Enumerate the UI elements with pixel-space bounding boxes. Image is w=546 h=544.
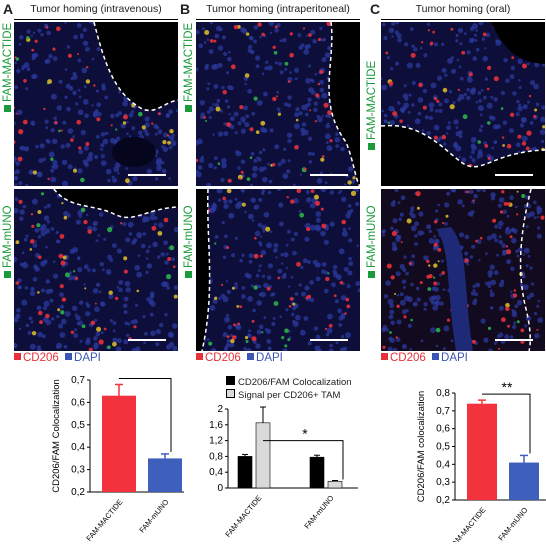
- micrograph-b-muno: [196, 189, 360, 351]
- bar-0: [467, 403, 497, 500]
- fam-square-icon: [368, 143, 375, 150]
- cd206-square-icon: [196, 353, 203, 360]
- micrograph-b-mactide-svg: [196, 22, 360, 186]
- y-tick-label: 0,5: [71, 420, 85, 431]
- panel-letter-a: A: [3, 1, 14, 17]
- significance-label: *: [143, 376, 149, 379]
- black-square-icon: [226, 376, 235, 385]
- scale-bar: [310, 339, 348, 341]
- y-tick-label: 0,4: [71, 442, 85, 453]
- fam-square-icon: [368, 271, 375, 278]
- y-tick-label: 2: [217, 404, 223, 415]
- bar-1-1: [327, 480, 343, 489]
- significance-label: **: [502, 382, 513, 395]
- title-rule-c: [381, 19, 545, 20]
- scale-bar: [310, 174, 348, 176]
- cell-texture: [381, 189, 545, 351]
- scale-bar: [495, 339, 533, 341]
- bar-1-0: [309, 456, 325, 489]
- title-rule-a: [14, 19, 178, 20]
- y-tick-label: 0,7: [436, 406, 450, 417]
- fam-square-icon: [4, 271, 11, 278]
- bar-0-0: [237, 456, 253, 489]
- y-tick-label: 0,7: [71, 376, 85, 386]
- fam-square-icon: [185, 105, 192, 112]
- micrograph-c-muno-svg: [381, 189, 545, 351]
- micrograph-a-mactide: [14, 22, 178, 186]
- bar-0: [102, 395, 136, 492]
- y-tick-label: 0,8: [436, 388, 450, 399]
- y-tick-label: 0: [217, 483, 223, 494]
- stain-legend-c: CD206 DAPI: [381, 352, 468, 364]
- y-tick-label: 1,2: [209, 436, 223, 447]
- y-tick-label: 0,2: [71, 487, 85, 498]
- x-tick-label: FAM-mUNO: [137, 497, 170, 534]
- panel-title-c: Tumor homing (oral): [415, 3, 511, 15]
- scale-bar: [495, 174, 533, 176]
- chart-b-legend-item-1: Signal per CD206+ TAM: [226, 389, 340, 401]
- row-label-muno-c: FAM-mUNO: [366, 205, 378, 278]
- y-tick-label: 0,4: [209, 467, 223, 478]
- title-rule-b: [196, 19, 360, 20]
- micrograph-c-muno: [381, 189, 545, 351]
- micrograph-a-muno-svg: [14, 189, 178, 351]
- y-tick-label: 0,6: [71, 397, 85, 408]
- fam-square-icon: [185, 271, 192, 278]
- x-tick-label: FAM-MACTIDE: [84, 498, 124, 542]
- significance-label: *: [302, 426, 308, 442]
- chart-b-legend-item-0: CD206/FAM Colocalization: [226, 376, 352, 388]
- chart-b: 0 0,4 0,8 1,2 1,6 2 FAM-MACTIDE FAM-mUNO *: [209, 404, 358, 539]
- micrograph-c-mactide: [381, 22, 545, 186]
- y-axis-label: CD206/FAM colocalization: [416, 391, 427, 502]
- stain-legend-b: CD206 DAPI: [196, 352, 283, 364]
- y-tick-label: 0,3: [436, 477, 450, 488]
- y-tick-label: 0,8: [209, 451, 223, 462]
- row-label-muno-a: FAM-mUNO: [2, 205, 14, 278]
- scale-bar: [128, 174, 166, 176]
- dapi-square-icon: [65, 353, 73, 360]
- fam-square-icon: [4, 105, 11, 112]
- cd206-square-icon: [14, 353, 21, 360]
- cell-texture: [196, 189, 360, 351]
- bar-0-1: [255, 422, 271, 489]
- significance-bracket: [482, 393, 531, 454]
- chart-c: 0,2 0,3 0,4 0,5 0,6 0,7 0,8 CD206/FAM colocaliz…: [416, 382, 546, 542]
- chart-a: 0,2 0,3 0,4 0,5 0,6 0,7 CD206/FAM Colocalizati…: [51, 376, 184, 542]
- x-tick-label: FAM-mUNO: [302, 493, 335, 530]
- micrograph-a-mactide-svg: [14, 22, 178, 186]
- y-tick-label: 0,4: [436, 459, 450, 470]
- y-tick-label: 0,5: [436, 442, 450, 453]
- y-tick-label: 0,2: [436, 495, 450, 506]
- x-tick-label: FAM-mUNO: [496, 505, 529, 542]
- bar-1: [148, 458, 182, 492]
- panel-title-b: Tumor homing (intraperitoneal): [206, 3, 350, 15]
- dapi-square-icon: [247, 353, 255, 360]
- significance-bracket: [263, 440, 344, 480]
- y-tick-label: 0,3: [71, 465, 85, 476]
- micrograph-c-mactide-svg: [381, 22, 545, 186]
- micrograph-b-muno-svg: [196, 189, 360, 351]
- cd206-square-icon: [381, 353, 388, 360]
- micrograph-a-muno: [14, 189, 178, 351]
- row-label-mactide-a: FAM-MACTIDE: [2, 23, 14, 112]
- panel-title-a: Tumor homing (intravenous): [30, 3, 162, 15]
- row-label-muno-b: FAM-mUNO: [183, 205, 195, 278]
- bar-1: [509, 462, 539, 500]
- x-tick-label: FAM-MACTIDE: [447, 506, 487, 542]
- row-label-mactide-b: FAM-MACTIDE: [183, 23, 195, 112]
- y-tick-label: 1,6: [209, 420, 223, 431]
- cell-texture: [14, 189, 178, 351]
- panel-letter-c: C: [370, 1, 381, 17]
- row-label-mactide-c: FAM-MACTIDE: [366, 61, 378, 150]
- dapi-square-icon: [432, 353, 440, 360]
- panel-letter-b: B: [180, 1, 191, 17]
- micrograph-b-mactide: [196, 22, 360, 186]
- stain-legend-a: CD206 DAPI: [14, 352, 101, 364]
- significance-bracket: [119, 377, 172, 452]
- scale-bar: [128, 339, 166, 341]
- gray-square-icon: [226, 389, 235, 398]
- x-tick-label: FAM-MACTIDE: [223, 494, 263, 539]
- y-axis-label: CD206/FAM Colocalization: [51, 379, 62, 493]
- y-tick-label: 0,6: [436, 424, 450, 435]
